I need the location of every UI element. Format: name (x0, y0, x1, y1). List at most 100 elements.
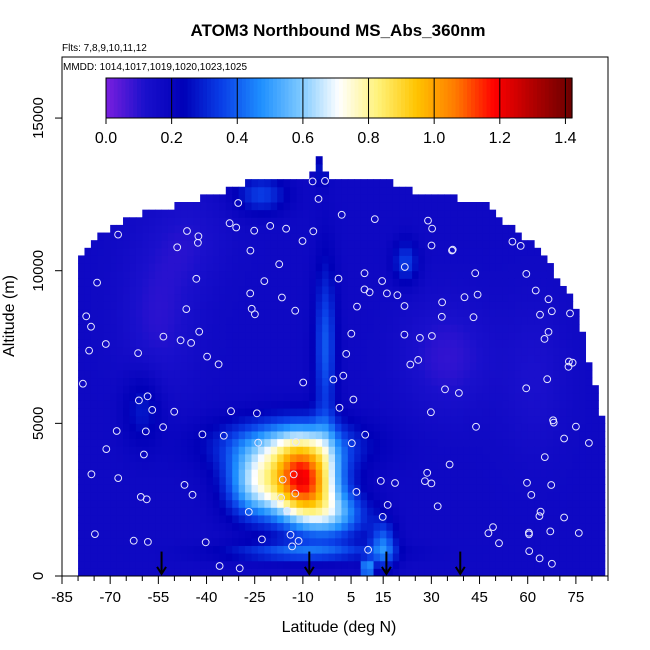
heatmap-cell (392, 285, 400, 295)
heatmap-cell (335, 301, 342, 310)
heatmap-cell (386, 186, 394, 195)
heatmap-cell (424, 400, 432, 409)
heatmap-cell (566, 331, 574, 340)
heatmap-cell (219, 217, 227, 226)
heatmap-cell (84, 415, 92, 424)
heatmap-cell (457, 514, 464, 524)
heatmap-cell (341, 392, 349, 401)
heatmap-cell (129, 476, 137, 485)
heatmap-cell (302, 423, 310, 432)
sample-marker (391, 479, 399, 487)
heatmap-cell (566, 553, 574, 562)
heatmap-cell (167, 232, 175, 241)
heatmap-cell (553, 339, 561, 348)
heatmap-cell (347, 354, 355, 363)
heatmap-cell (546, 285, 554, 295)
colorbar-tick-label: 0.6 (292, 130, 314, 147)
heatmap-cell (469, 217, 477, 226)
heatmap-cell (335, 530, 342, 539)
heatmap-cell (335, 308, 342, 317)
heatmap-cell (482, 308, 490, 317)
heatmap-cell (399, 408, 407, 417)
heatmap-cell (540, 430, 548, 440)
heatmap-cell (347, 179, 355, 188)
heatmap-cell (437, 354, 445, 363)
heatmap-cell (412, 331, 419, 340)
heatmap-cell (508, 430, 516, 440)
heatmap-cell (174, 507, 182, 516)
heatmap-cell (167, 217, 175, 226)
heatmap-cell (341, 217, 349, 226)
heatmap-cell (347, 217, 355, 226)
heatmap-cell (167, 362, 175, 371)
heatmap-cell (296, 263, 304, 272)
heatmap-cell (405, 301, 413, 310)
heatmap-cell (335, 446, 342, 455)
heatmap-cell (212, 331, 220, 340)
heatmap-cell (142, 354, 150, 363)
heatmap-cell (309, 301, 317, 310)
heatmap-cell (379, 240, 387, 249)
heatmap-cell (559, 377, 567, 386)
heatmap-cell (392, 331, 400, 340)
heatmap-cell (142, 545, 150, 554)
heatmap-cell (476, 347, 484, 356)
heatmap-cell (495, 339, 503, 348)
heatmap-cell (418, 232, 426, 241)
heatmap-cell (290, 339, 297, 348)
colorbar-cell (288, 78, 293, 118)
heatmap-cell (341, 545, 349, 554)
heatmap-cell (238, 492, 246, 501)
colorbar-cell (548, 78, 554, 118)
heatmap-cell (534, 438, 542, 447)
heatmap-cell (257, 255, 265, 264)
heatmap-cell (187, 507, 195, 516)
heatmap-cell (444, 301, 452, 310)
heatmap-cell (463, 255, 471, 264)
heatmap-cell (277, 507, 285, 516)
heatmap-cell (437, 423, 445, 432)
heatmap-cell (110, 316, 118, 325)
heatmap-cell (97, 430, 105, 440)
heatmap-cell (212, 484, 220, 493)
heatmap-cell (302, 301, 310, 310)
heatmap-cell (367, 385, 375, 394)
heatmap-cell (341, 499, 349, 508)
heatmap-cell (180, 285, 188, 295)
heatmap-cell (212, 324, 220, 333)
heatmap-cell (264, 385, 272, 394)
heatmap-cell (341, 224, 349, 234)
heatmap-cell (360, 301, 368, 310)
heatmap-cell (514, 545, 522, 554)
heatmap-cell (225, 347, 233, 356)
colorbar-cell (342, 78, 348, 118)
heatmap-cell (354, 202, 362, 211)
heatmap-cell (270, 316, 278, 325)
heatmap-cell (328, 369, 336, 379)
heatmap-cell (360, 484, 368, 493)
heatmap-cell (309, 423, 317, 432)
heatmap-cell (495, 385, 503, 394)
heatmap-cell (290, 179, 297, 188)
heatmap-cell (444, 430, 452, 440)
heatmap-cell (103, 331, 111, 340)
heatmap-cell (399, 293, 407, 302)
heatmap-cell (225, 247, 233, 256)
heatmap-cell (264, 247, 272, 256)
heatmap-cell (444, 514, 452, 524)
heatmap-cell (206, 308, 214, 317)
heatmap-cell (335, 285, 342, 295)
heatmap-cell (283, 545, 291, 554)
heatmap-cell (212, 202, 220, 211)
heatmap-cell (78, 331, 85, 340)
heatmap-cell (148, 339, 156, 348)
heatmap-cell (572, 453, 580, 463)
heatmap-cell (161, 408, 169, 417)
heatmap-cell (322, 377, 330, 386)
heatmap-cell (514, 240, 522, 249)
sample-marker (254, 438, 263, 447)
heatmap-cell (232, 263, 240, 272)
heatmap-cell (257, 270, 265, 279)
sample-marker (460, 293, 469, 302)
heatmap-cell (309, 171, 317, 180)
